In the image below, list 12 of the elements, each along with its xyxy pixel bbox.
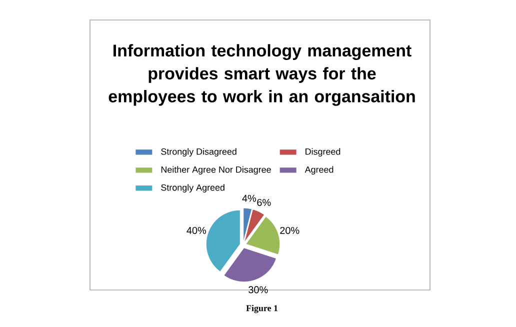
data-label: 30% xyxy=(248,286,268,294)
legend-label: Strongly Agreed xyxy=(161,184,224,192)
legend-label: Strongly Disagreed xyxy=(161,148,236,157)
data-label: 6% xyxy=(257,198,271,206)
data-label: 40% xyxy=(186,226,206,234)
chart-title: Information technology management provides smart ways for the employees to work in an organsaition xyxy=(108,44,415,106)
legend-label: Disgreed xyxy=(306,148,340,157)
legend-label: Agreed xyxy=(304,166,334,175)
data-label: 4% xyxy=(242,194,256,202)
data-label: 20% xyxy=(280,226,300,234)
legend-label: Neither Agree Nor Disagree xyxy=(161,166,271,175)
caption: Figure 1 xyxy=(246,304,278,314)
